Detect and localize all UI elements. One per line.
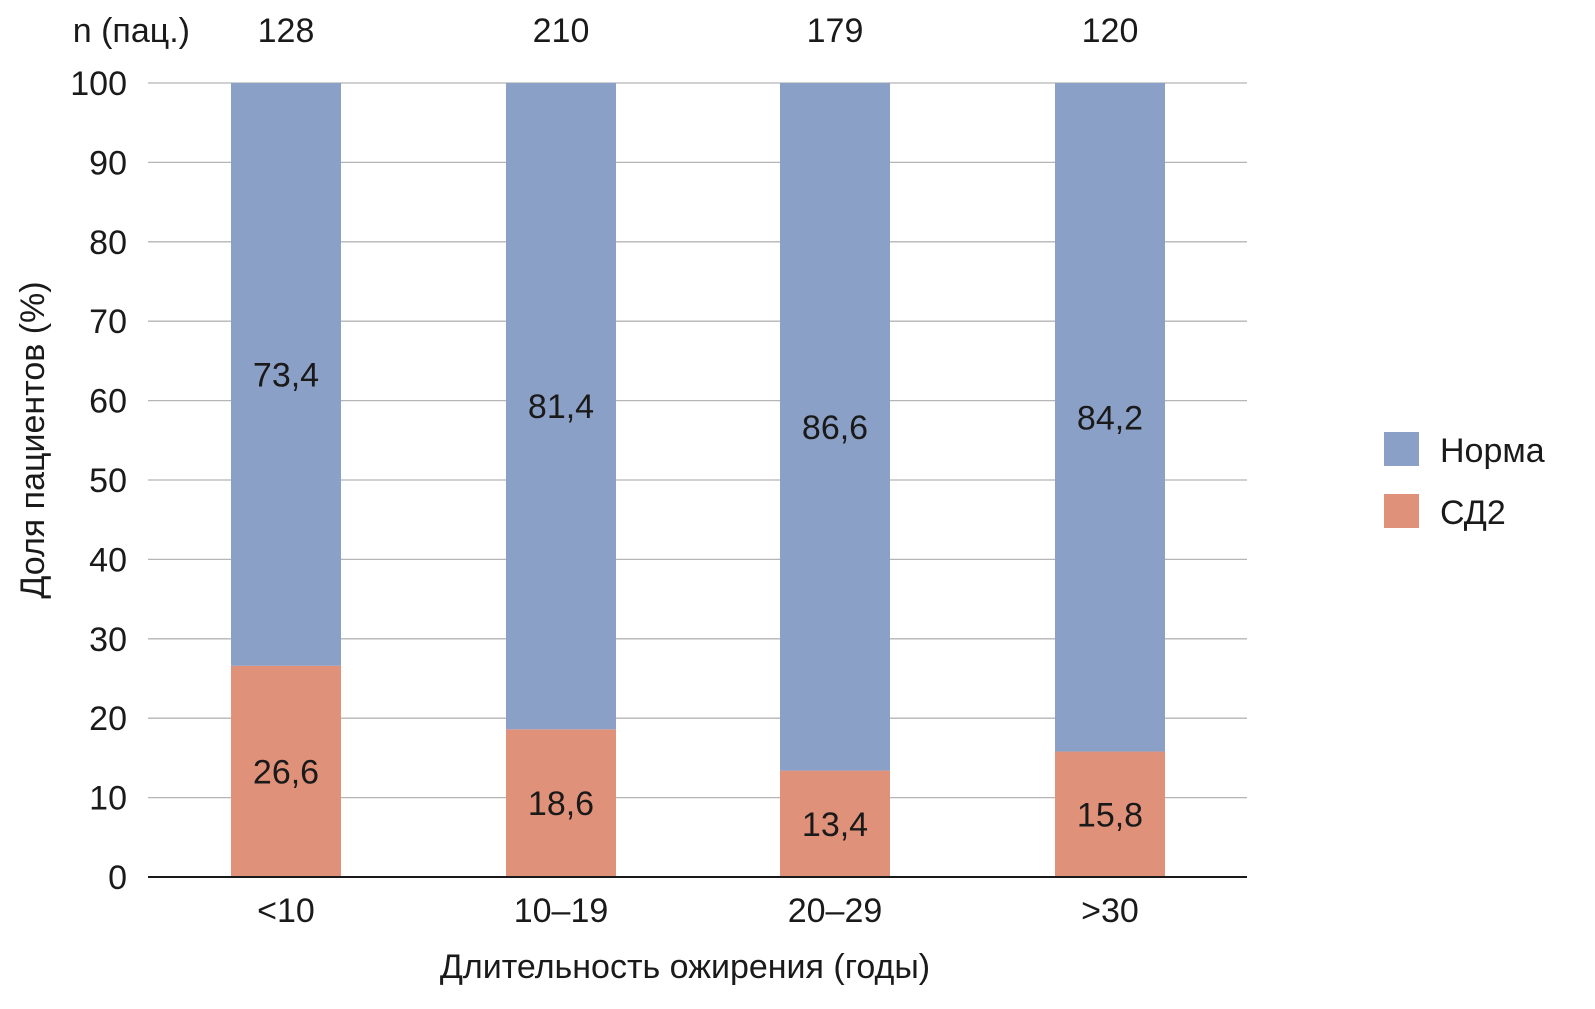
legend-label-sd2: СД2 bbox=[1440, 494, 1506, 532]
n-value-label: 210 bbox=[533, 12, 590, 50]
bar-norma bbox=[780, 83, 890, 771]
data-label-norma: 73,4 bbox=[253, 356, 319, 394]
y-tick-label: 70 bbox=[89, 303, 127, 341]
legend-swatch-sd2 bbox=[1384, 494, 1419, 528]
y-tick-label: 80 bbox=[89, 224, 127, 262]
bar-sd2 bbox=[506, 729, 616, 877]
n-value-label: 120 bbox=[1082, 12, 1139, 50]
y-axis-title: Доля пациентов (%) bbox=[14, 281, 52, 598]
data-label-norma: 81,4 bbox=[528, 388, 594, 426]
y-tick-label: 60 bbox=[89, 383, 127, 421]
data-label-norma: 84,2 bbox=[1077, 399, 1143, 437]
bar-norma bbox=[506, 83, 616, 730]
x-tick-label: <10 bbox=[257, 892, 315, 930]
data-label-sd2: 15,8 bbox=[1077, 796, 1143, 834]
bar-norma bbox=[1055, 83, 1165, 752]
data-label-sd2: 18,6 bbox=[528, 785, 594, 823]
x-tick-label: 10–19 bbox=[514, 892, 609, 930]
x-axis-title: Длительность ожирения (годы) bbox=[440, 948, 930, 986]
bar-sd2 bbox=[780, 770, 890, 877]
bar-sd2 bbox=[231, 665, 341, 877]
y-tick-label: 100 bbox=[70, 65, 127, 103]
n-value-label: 179 bbox=[807, 12, 864, 50]
y-tick-label: 90 bbox=[89, 144, 127, 182]
y-tick-label: 50 bbox=[89, 462, 127, 500]
bar-norma bbox=[231, 83, 341, 666]
y-tick-label: 0 bbox=[108, 859, 127, 897]
data-label-sd2: 26,6 bbox=[253, 753, 319, 791]
n-header-label: n (пац.) bbox=[73, 12, 190, 50]
legend-swatch-norma bbox=[1384, 432, 1419, 466]
data-label-norma: 86,6 bbox=[802, 409, 868, 447]
y-tick-label: 30 bbox=[89, 621, 127, 659]
y-tick-label: 10 bbox=[89, 780, 127, 818]
n-value-label: 128 bbox=[258, 12, 315, 50]
x-tick-label: >30 bbox=[1081, 892, 1139, 930]
bar-sd2 bbox=[1055, 751, 1165, 877]
data-label-sd2: 13,4 bbox=[802, 806, 868, 844]
y-tick-label: 40 bbox=[89, 541, 127, 579]
y-tick-label: 20 bbox=[89, 700, 127, 738]
legend-label-norma: Норма bbox=[1440, 432, 1545, 470]
x-tick-label: 20–29 bbox=[788, 892, 883, 930]
